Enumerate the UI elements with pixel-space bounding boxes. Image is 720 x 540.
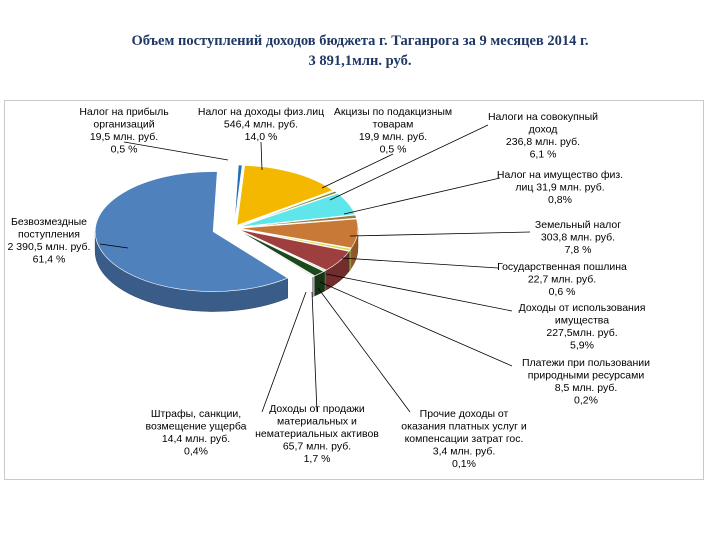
pie-slice [239,218,359,249]
slice-label-line: Штрафы, санкции, [151,408,241,420]
slice-label-line: 1,7 % [304,453,331,465]
leader-line [349,231,531,237]
slice-label-line: Государственная пошлина [497,261,627,273]
slice-label-line: Налог на прибыль [79,106,169,118]
leader-line [311,291,318,413]
slice-label-line: природными ресурсами [528,370,645,382]
slice-label-line: 3,4 млн. руб. [433,446,496,458]
slice-label: Штрафы, санкции, возмещение ущерба 14,4 мл… [146,408,247,458]
slice-label-line: 0,6 % [549,286,576,298]
slice-label: Налог на прибыль организаций 19,5 млн. руб… [79,106,169,156]
slice-label: Государственная пошлина 22,7 млн. руб. 0,6… [497,261,627,298]
slice-label-line: нематериальных активов [255,428,379,440]
chart-title-line1: Объем поступлений доходов бюджета г. Таг… [131,33,589,49]
leader-line [123,141,229,161]
slice-label-line: 0,1% [452,458,476,470]
slice-label-line: Акцизы по подакцизным [334,106,452,118]
slice-label-line: 8,5 млн. руб. [555,382,618,394]
slice-label-line: организаций [93,119,154,131]
pie-slice [236,165,334,226]
pie-tops [94,164,359,292]
pie-slice [239,214,357,228]
leader-line [319,281,513,367]
slice-label-line: 22,7 млн. руб. [528,274,596,286]
pie-slice [239,193,356,228]
pie-slice [238,190,338,227]
leader-line [341,257,499,269]
leader-line [260,141,263,171]
slice-label-line: 61,4 % [33,254,66,266]
leader-line [329,124,489,201]
slice-label-line: 0,5 % [111,144,138,156]
slice-label-line: 7,8 % [565,244,592,256]
slice-label-line: Налог на доходы физ.лиц [198,106,324,118]
slice-label-line: 303,8 млн. руб. [541,232,615,244]
slice-label: Доходы от продажи материальных и нематериа… [255,403,379,465]
slice-label-line: Доходы от продажи [269,403,365,415]
slice-label-line: оказания платных услуг и [401,421,527,433]
slice-label-line: Налог на имущество физ. [497,169,623,181]
slice-label: Земельный налог 303,8 млн. руб. 7,8 % [535,219,621,256]
pie-slice-side [312,275,315,298]
slice-label-line: имущества [555,315,609,327]
chart-frame [4,100,704,480]
slice-label-line: 546,4 млн. руб. [224,119,298,131]
leader-lines [99,124,531,413]
slice-label-line: Налоги на совокупный [488,111,598,123]
pie-slice-side [349,247,352,272]
slice-label-line: Безвозмездные [11,216,87,228]
slice-label-line: Прочие доходы от [420,408,509,420]
slice-label: Прочие доходы от оказания платных услуг и… [401,408,527,470]
slice-label: Налог на доходы физ.лиц 546,4 млн. руб. 14… [198,106,324,143]
pie-slice [238,229,350,271]
slice-label-line: доход [529,124,558,136]
slice-label-line: компенсации затрат гос. [405,433,524,445]
pie-slice [237,230,316,278]
slice-label-line: Платежи при пользовании [522,357,650,369]
slice-label-line: возмещение ущерба [146,421,247,433]
slice-label-line: 14,0 % [245,131,278,143]
slice-label-line: 227,5млн. руб. [546,327,617,339]
pie-slice [234,164,243,225]
slice-label: Платежи при пользовании природными ресурс… [522,357,650,407]
slice-label-line: 0,5 % [380,144,407,156]
slice-label-line: поступления [18,229,80,241]
slice-label-line: 19,5 млн. руб. [90,131,158,143]
leader-line [325,273,513,312]
slice-label-line: 6,1 % [530,149,557,161]
slice-label-line: 2 390,5 млн. руб. [8,241,91,253]
slice-label: Акцизы по подакцизным товарам 19,9 млн. ру… [334,106,452,156]
leader-line [343,177,501,215]
slice-label-line: Земельный налог [535,219,621,231]
slice-label-line: 5,9% [570,340,594,352]
slice-label-line: 0,2% [574,395,598,407]
slice-label-line: 0,4% [184,446,208,458]
slice-label-line: 0,8% [548,194,572,206]
slice-label: Безвозмездные поступления 2 390,5 млн. руб… [8,216,91,266]
slice-label-line: Доходы от использования [519,302,646,314]
slice-label: Налог на имущество физ. лиц 31,9 млн. руб… [497,169,623,206]
slice-labels: Налог на прибыль организаций 19,5 млн. руб… [8,106,651,470]
slice-label-line: товарам [373,119,414,131]
slice-label-line: 65,7 млн. руб. [283,441,351,453]
pie-slice [239,228,352,252]
leader-line [317,287,411,413]
pie-slice [94,171,289,292]
slice-label: Доходы от использования имущества 227,5млн… [519,302,646,352]
slice-label-line: лиц 31,9 млн. руб. [515,182,604,194]
slice-label-line: 19,9 млн. руб. [359,131,427,143]
leader-line [99,243,129,249]
leader-line [321,153,394,189]
slice-label-line: 14,4 млн. руб. [162,433,230,445]
slice-label-line: материальных и [277,416,357,428]
chart-title-line2: 3 891,1млн. руб. [308,53,412,69]
slice-label-line: 236,8 млн. руб. [506,136,580,148]
leader-line [261,291,307,413]
chart-title: Объем поступлений доходов бюджета г. Таг… [40,31,680,71]
slice-label: Налоги на совокупный доход 236,8 млн. руб.… [488,111,598,161]
